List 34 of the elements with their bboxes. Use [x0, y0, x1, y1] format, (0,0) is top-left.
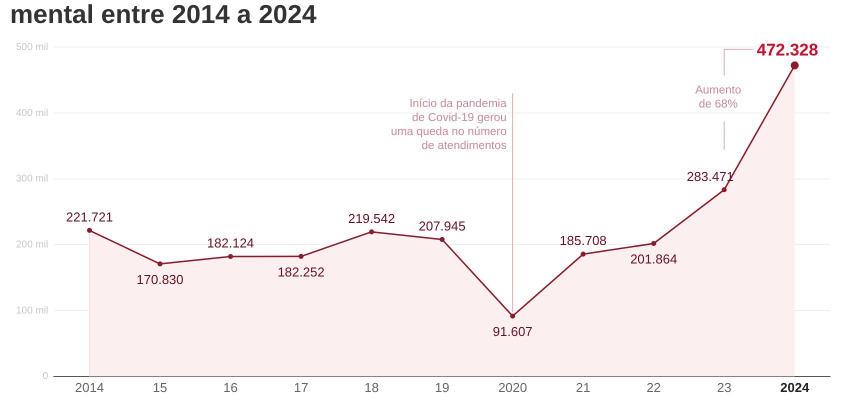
point — [440, 236, 445, 242]
x-tick-label: 18 — [364, 380, 379, 395]
data-label: 219.542 — [348, 210, 396, 226]
x-tick-label: 22 — [646, 380, 661, 395]
x-tick-label: 19 — [434, 380, 450, 395]
x-tick-label: 2024 — [780, 380, 810, 395]
x-tick-label: 16 — [223, 380, 238, 395]
annotation: Aumento de 68% — [695, 84, 742, 110]
x-tick-label: 21 — [576, 380, 590, 395]
point — [158, 261, 163, 266]
data-label: 170.830 — [136, 272, 184, 287]
x-tick-label: 17 — [294, 380, 308, 395]
data-label: 472.328 — [756, 40, 818, 60]
annotation: Início da pandemia de Covid-19 gerou uma queda no número de atendimentos — [390, 98, 508, 152]
x-tick-label: 23 — [716, 380, 732, 395]
point — [580, 252, 586, 257]
x-tick-label: 2014 — [75, 380, 104, 395]
data-label: 91.607 — [492, 324, 533, 340]
data-label: 182.252 — [278, 264, 325, 280]
point — [87, 228, 92, 233]
point — [651, 240, 656, 246]
point — [298, 254, 304, 259]
x-tick-label: 2020 — [498, 380, 528, 395]
point — [722, 187, 727, 192]
data-label: 201.864 — [630, 251, 678, 266]
data-label: 221.721 — [66, 209, 113, 224]
point — [510, 314, 516, 319]
data-label: 185.708 — [560, 233, 607, 248]
point — [369, 229, 374, 234]
chart-title: mental entre 2014 a 2024 — [10, 0, 317, 29]
x-tick-label: 15 — [152, 380, 168, 395]
data-label: 182.124 — [207, 235, 254, 250]
data-label: 207.945 — [418, 218, 466, 234]
point — [228, 254, 234, 259]
